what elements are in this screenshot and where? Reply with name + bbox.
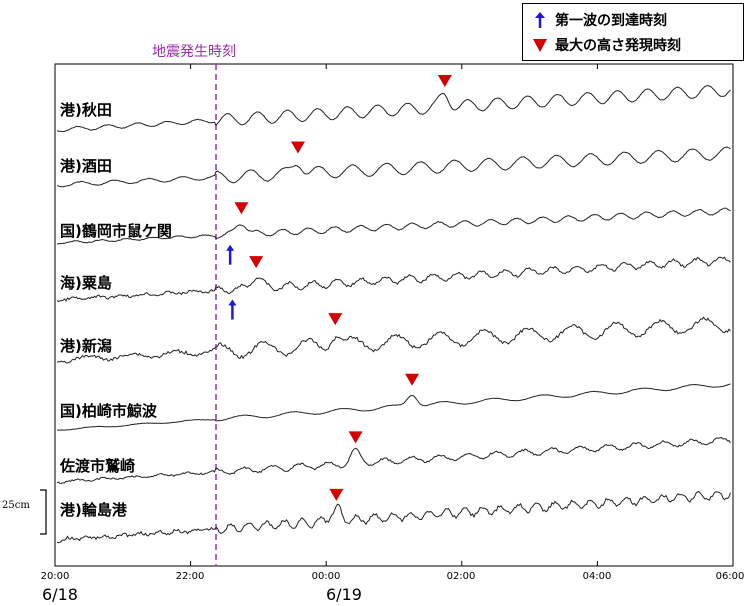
red-triangle-icon <box>533 39 547 52</box>
station-label: 港)秋田 <box>60 101 112 119</box>
max-height-marker <box>329 488 344 501</box>
station-label: 佐渡市鷲崎 <box>60 457 136 475</box>
max-height-marker <box>348 431 363 444</box>
legend-max-height: 最大の高さ発現時刻 <box>531 34 681 56</box>
tide-trace <box>56 85 731 133</box>
legend-first-wave-label: 第一波の到達時刻 <box>555 13 667 29</box>
station-label: 海)粟島 <box>60 274 112 292</box>
legend-first-wave: 第一波の到達時刻 <box>531 9 667 31</box>
station-label: 港)酒田 <box>60 157 112 175</box>
max-height-marker <box>328 313 343 326</box>
tide-trace <box>56 491 731 544</box>
x-tick-label: 22:00 <box>175 571 205 582</box>
legend-max-height-label: 最大の高さ発現時刻 <box>555 38 681 54</box>
tide-trace <box>56 437 731 485</box>
max-height-marker <box>234 202 249 215</box>
max-height-marker <box>405 373 420 386</box>
station-label: 港)輪島港 <box>60 501 127 519</box>
blue-arrow-icon <box>535 12 545 28</box>
x-tick-label: 04:00 <box>582 571 612 582</box>
date-label: 6/18 <box>42 585 78 604</box>
tide-trace <box>56 256 731 303</box>
x-tick-label: 06:00 <box>715 571 745 582</box>
x-tick-label: 02:00 <box>446 571 476 582</box>
tide-trace <box>56 316 731 364</box>
station-label: 港)新潟 <box>60 337 112 355</box>
first-wave-arrow <box>226 244 235 265</box>
tide-trace <box>56 207 731 245</box>
tide-traces <box>56 85 731 544</box>
plot-frame <box>54 63 734 567</box>
legend: 第一波の到達時刻 最大の高さ発現時刻 <box>522 3 744 61</box>
tide-trace <box>56 146 731 188</box>
date-label: 6/19 <box>326 585 362 604</box>
x-tick-label: 00:00 <box>311 571 341 582</box>
x-tick-label: 20:00 <box>40 571 70 582</box>
max-height-marker <box>437 75 452 87</box>
earthquake-time-label: 地震発生時刻 <box>152 44 236 60</box>
max-height-marker <box>249 256 264 269</box>
station-label: 国)柏崎市鯨波 <box>60 402 157 420</box>
tide-trace <box>56 383 731 431</box>
max-height-marker <box>290 141 305 154</box>
scale-label: 25cm <box>2 500 30 511</box>
x-axis-ticks <box>54 64 734 566</box>
markers <box>226 75 452 501</box>
scale-bracket <box>40 489 47 535</box>
first-wave-arrow <box>228 299 237 320</box>
station-label: 国)鶴岡市鼠ケ関 <box>60 222 172 240</box>
